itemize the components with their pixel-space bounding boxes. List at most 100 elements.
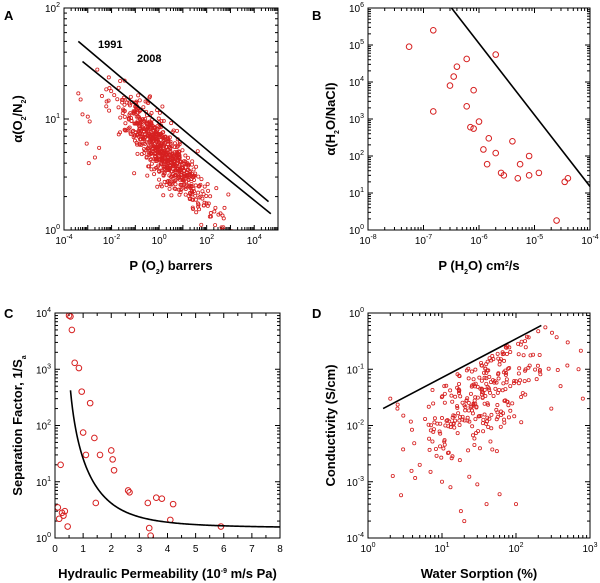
data-point [518,342,523,347]
data-point [522,379,527,384]
data-point [495,351,500,356]
x-tick-label: 10-7 [415,234,432,247]
data-point [483,160,491,168]
data-point [193,193,198,198]
fit-curve [69,390,280,528]
data-point [149,161,154,166]
data-point [475,395,480,400]
data-point [178,190,183,195]
data-point [426,404,431,409]
data-point [475,482,480,487]
data-point [198,182,203,187]
data-point [185,168,190,173]
data-point [428,428,433,433]
data-point [492,51,500,58]
data-point [205,203,210,208]
data-point [148,94,153,99]
y-tick-label: 10-3 [347,476,364,489]
data-point [64,523,71,530]
chart-panel-b: 10-8 10-7 10-6 10-5 10-4 100 101 102 103 104 105 10… [312,2,599,276]
data-point [156,151,161,156]
data-point [484,362,489,367]
data-point [427,436,432,441]
x-tick-label: 10-5 [526,234,543,247]
data-point [99,94,104,99]
x-axis-label: P (H2O) cm2/s [438,258,519,276]
data-point [460,414,465,419]
data-point [141,146,146,151]
data-point [554,335,559,340]
x-tick-label: 10-6 [470,234,487,247]
data-point [84,141,89,146]
data-point [179,165,184,170]
data-point [467,123,474,131]
data-point [399,493,404,498]
data-point [161,130,166,135]
data-point [151,133,156,138]
trend-line [450,8,590,187]
data-point [97,145,102,150]
data-point [185,174,190,179]
data-point [157,132,162,137]
data-point [488,380,493,385]
data-point [171,171,176,176]
data-point [503,345,508,350]
data-point [218,211,223,216]
data-point [165,135,170,140]
data-point [187,184,192,189]
data-point [128,94,133,99]
y-tick-label: 101 [36,476,51,489]
data-point [467,474,472,479]
data-point [480,421,485,426]
data-point [154,135,159,140]
data-point [453,63,461,70]
data-point [71,359,78,367]
data-point [183,153,188,158]
data-point [457,423,462,428]
data-point [506,403,511,408]
data-point [465,415,470,420]
data-point [448,421,453,426]
data-point [565,363,570,368]
data-point [478,413,483,418]
data-point [152,125,157,130]
data-point [401,447,406,452]
data-point [452,425,457,430]
data-point [508,408,513,413]
data-point [428,423,433,428]
plot-area [76,40,272,230]
data-point [144,154,149,159]
data-point [123,121,128,126]
x-axis-label: Hydraulic Permeability (10-9 m/s Pa) [58,566,277,581]
data-point [470,433,475,438]
data-point [155,184,160,189]
data-point [157,110,162,115]
data-point [455,404,460,409]
data-point [413,476,418,481]
data-point [429,26,437,34]
data-point [484,376,489,381]
data-point [190,162,195,167]
data-point [441,446,446,451]
data-point [164,158,169,163]
y-tick-label: 104 [349,76,364,89]
data-point [78,97,83,102]
data-point [156,116,161,121]
data-point [514,502,519,507]
data-point [444,418,449,423]
y-tick-label: 101 [45,113,60,126]
data-point [158,495,166,502]
data-point [439,416,444,421]
data-point [118,130,123,135]
data-point [68,326,76,334]
data-point [137,98,142,103]
data-point [173,178,178,183]
data-point [488,390,493,395]
data-point [157,140,162,145]
data-point [161,173,166,178]
data-point [115,97,120,102]
data-point [129,116,134,121]
data-point [408,419,413,424]
data-point [188,196,193,201]
data-point [190,205,195,210]
